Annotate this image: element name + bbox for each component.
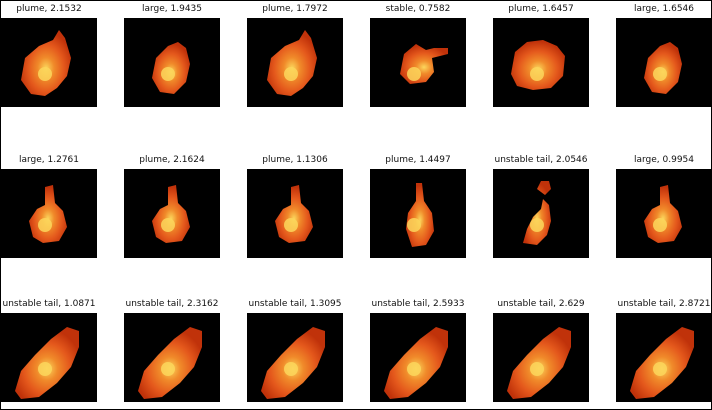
heat-core (161, 362, 175, 376)
heat-blob-image (1, 18, 97, 107)
heat-blob (523, 181, 551, 245)
heat-core (284, 362, 298, 376)
subplot-title: unstable tail, 1.0871 (2, 299, 96, 309)
heatmap-panel (247, 18, 343, 107)
heat-blob-image (1, 169, 97, 258)
heat-core (161, 218, 175, 232)
heat-core (161, 67, 175, 81)
subplot-title: unstable tail, 2.629 (497, 299, 585, 309)
heatmap-panel (247, 169, 343, 258)
heatmap-panel (1, 313, 97, 402)
heat-core (38, 67, 52, 81)
heat-core (284, 218, 298, 232)
heat-core (407, 362, 421, 376)
heat-blob-image (493, 18, 589, 107)
heat-blob-image (247, 169, 343, 258)
subplot-title: unstable tail, 2.5933 (371, 299, 465, 309)
subplot-title: plume, 1.6457 (508, 4, 574, 14)
heat-core (653, 218, 667, 232)
heat-blob-image (247, 313, 343, 402)
heat-blob-image (1, 313, 97, 402)
heatmap-panel (493, 169, 589, 258)
heatmap-panel (370, 18, 466, 107)
heatmap-panel (247, 313, 343, 402)
heatmap-panel (493, 18, 589, 107)
heat-blob-image (370, 169, 466, 258)
subplot-title: plume, 1.4497 (385, 155, 451, 165)
subplot-title: plume, 2.1624 (139, 155, 205, 165)
heat-core (407, 67, 421, 81)
heatmap-panel (616, 313, 712, 402)
heat-blob-image (616, 18, 712, 107)
heat-blob-image (370, 18, 466, 107)
heatmap-panel (1, 18, 97, 107)
heat-core (653, 362, 667, 376)
heatmap-panel (370, 169, 466, 258)
heatmap-panel (1, 169, 97, 258)
heat-core (284, 67, 298, 81)
heatmap-panel (124, 169, 220, 258)
heatmap-panel (616, 169, 712, 258)
heat-blob-image (124, 18, 220, 107)
heat-blob-image (616, 313, 712, 402)
heat-blob (275, 185, 313, 243)
heat-blob-image (124, 313, 220, 402)
subplot-title: unstable tail, 1.3095 (248, 299, 342, 309)
subplot-title: large, 0.9954 (633, 155, 695, 165)
heat-core (38, 218, 52, 232)
heat-blob (511, 40, 565, 90)
subplot-title: plume, 1.7972 (262, 4, 328, 14)
heat-blob-image (370, 313, 466, 402)
subplot-title: large, 1.6546 (633, 4, 695, 14)
heat-blob-image (616, 169, 712, 258)
subplot-title: plume, 1.1306 (262, 155, 328, 165)
subplot-title: large, 1.9435 (141, 4, 203, 14)
heat-blob (29, 185, 67, 243)
heat-core (407, 218, 421, 232)
heat-blob-image (124, 169, 220, 258)
heat-blob-image (247, 18, 343, 107)
heatmap-panel (616, 18, 712, 107)
heat-blob (21, 30, 71, 96)
subplot-title: large, 1.2761 (18, 155, 80, 165)
heat-core (38, 362, 52, 376)
heat-blob (152, 185, 190, 243)
heat-blob (267, 30, 317, 96)
heatmap-panel (370, 313, 466, 402)
heatmap-panel (124, 18, 220, 107)
subplot-title: unstable tail, 2.3162 (125, 299, 219, 309)
heat-blob-image (493, 313, 589, 402)
heat-core (530, 362, 544, 376)
subplot-title: plume, 2.1532 (16, 4, 82, 14)
subplot-title: unstable tail, 2.0546 (494, 155, 588, 165)
heat-core (530, 218, 544, 232)
heatmap-panel (124, 313, 220, 402)
subplot-title: unstable tail, 2.8721 (617, 299, 711, 309)
subplot-title: stable, 0.7582 (385, 4, 451, 14)
heat-blob-image (493, 169, 589, 258)
heat-core (653, 67, 667, 81)
heatmap-panel (493, 313, 589, 402)
heat-blob (644, 185, 682, 243)
heat-core (530, 67, 544, 81)
